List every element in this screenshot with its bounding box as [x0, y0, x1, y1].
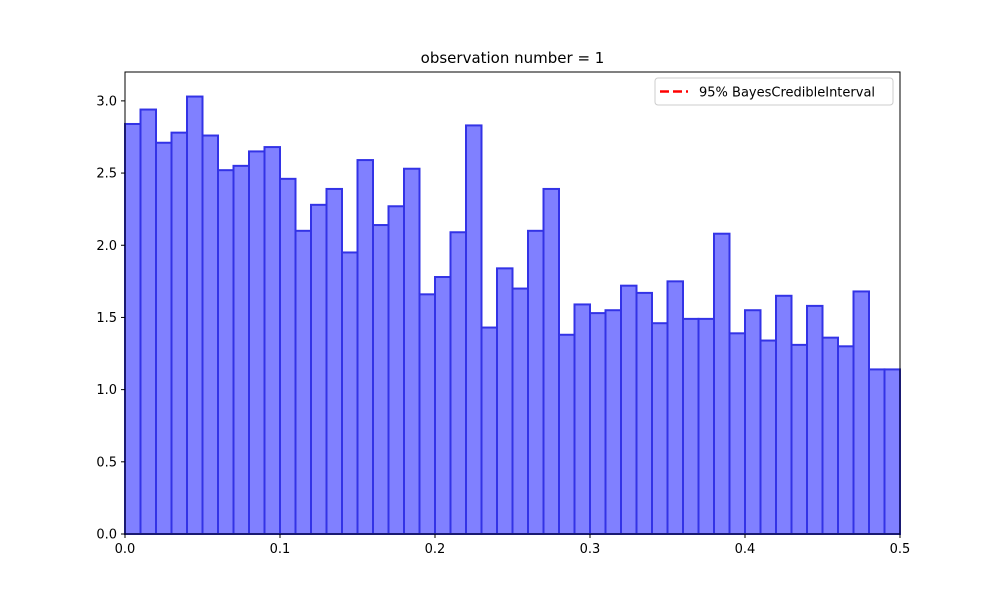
histogram-bar: [682, 317, 700, 535]
histogram-bar: [325, 187, 343, 535]
histogram-bar: [186, 95, 204, 535]
y-tick-label: 0.0: [96, 528, 117, 543]
histogram-bar: [542, 187, 560, 535]
histogram-bar: [387, 205, 405, 536]
histogram-bar: [558, 333, 576, 536]
histogram-bar: [124, 122, 142, 535]
histogram-bar: [248, 150, 266, 535]
histogram-bar: [403, 167, 421, 535]
histogram-bar: [480, 326, 498, 536]
y-tick-label: 0.5: [96, 455, 117, 470]
histogram-bar: [790, 343, 808, 535]
histogram-bar: [294, 229, 312, 535]
histogram-bar: [837, 345, 855, 535]
y-tick-label: 3.0: [96, 94, 117, 109]
histogram-bar: [511, 287, 529, 535]
y-axis: 0.0 0.5 1.0 1.5 2.0 2.5 3.0: [96, 94, 125, 543]
histogram-bar: [821, 336, 839, 535]
histogram-bar: [775, 294, 793, 535]
histogram-bar: [883, 368, 901, 535]
y-tick-label: 2.5: [96, 167, 117, 182]
histogram-bar: [852, 290, 870, 536]
x-tick-label: 0.3: [580, 542, 601, 557]
x-tick-label: 0.1: [270, 542, 291, 557]
legend-label: 95% BayesCredibleInterval: [699, 86, 875, 101]
x-tick-label: 0.4: [735, 542, 756, 557]
chart-title: observation number = 1: [421, 49, 605, 67]
histogram-bar: [868, 368, 886, 535]
histogram-bar: [589, 312, 607, 536]
histogram-bar: [666, 280, 684, 535]
histogram-bar: [573, 303, 591, 535]
histogram-bar: [341, 251, 359, 535]
histogram-bar: [418, 293, 436, 535]
y-tick-label: 2.0: [96, 239, 117, 254]
histogram-bar: [744, 309, 762, 535]
histogram-bar: [620, 284, 638, 535]
histogram-bar: [728, 332, 746, 535]
histogram-bar: [263, 146, 281, 535]
x-tick-label: 0.0: [115, 542, 136, 557]
histogram-bar: [139, 108, 157, 535]
histogram-bar: [232, 164, 250, 535]
histogram-bar: [651, 322, 669, 535]
histogram-bar: [806, 304, 824, 536]
histogram-bar: [434, 276, 452, 535]
plot-frame: [124, 71, 901, 535]
histogram-bar: [635, 291, 653, 535]
histogram-bar: [356, 159, 374, 535]
histogram-bar: [713, 232, 731, 535]
y-tick-label: 1.5: [96, 311, 117, 326]
histogram-bar: [155, 141, 173, 535]
histogram-bar: [759, 339, 777, 535]
histogram-bar: [496, 267, 514, 535]
y-tick-label: 1.0: [96, 383, 117, 398]
histogram-bar: [697, 317, 715, 535]
legend-box: [654, 77, 894, 106]
histogram-bar: [170, 131, 188, 535]
histogram-bar: [217, 169, 235, 536]
histogram-bar: [372, 224, 390, 535]
histogram-bar: [279, 177, 297, 535]
x-tick-label: 0.5: [890, 542, 911, 557]
histogram-bar: [310, 203, 328, 535]
bars-group: [124, 95, 901, 536]
x-axis: 0.0 0.1 0.2 0.3 0.4 0.5: [115, 534, 911, 557]
histogram-bar: [465, 124, 483, 535]
histogram-bar: [201, 134, 219, 535]
legend: 95% BayesCredibleInterval: [654, 77, 894, 106]
histogram-bar: [527, 229, 545, 535]
x-tick-label: 0.2: [425, 542, 446, 557]
histogram-bar: [449, 231, 467, 535]
histogram-bar: [604, 309, 622, 535]
